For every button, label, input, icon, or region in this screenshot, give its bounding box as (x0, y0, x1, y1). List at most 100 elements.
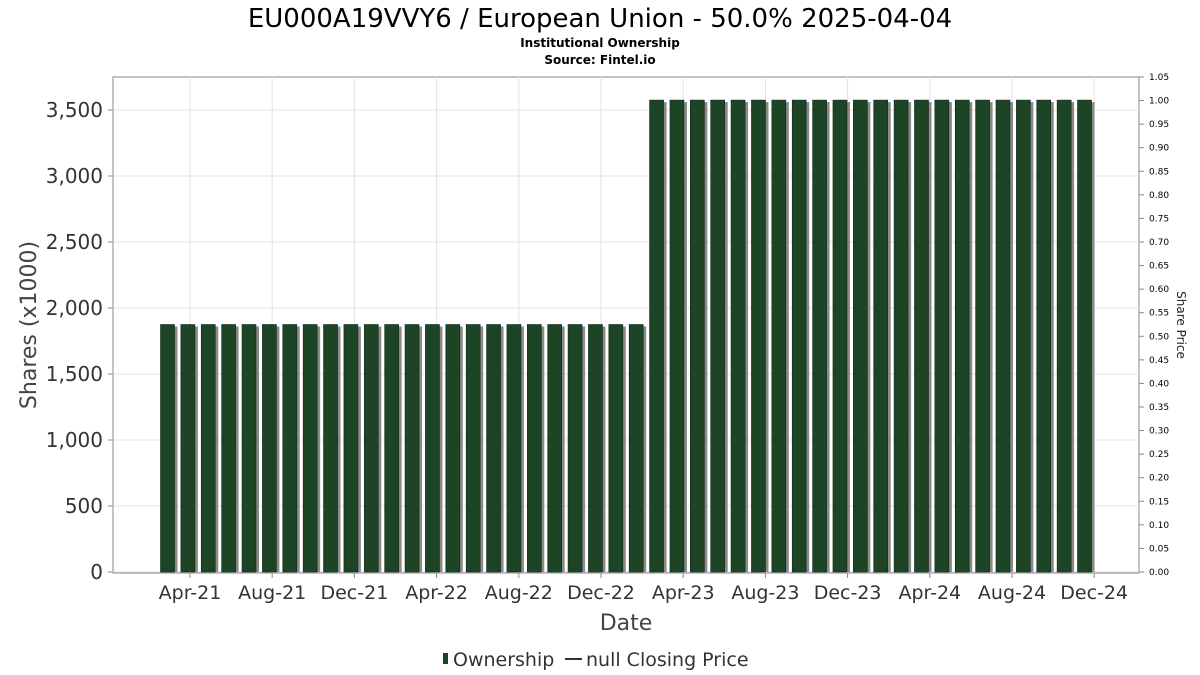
y2-tick-label: 0.45 (1149, 356, 1169, 366)
y2-axis-label: Share Price (1174, 291, 1188, 359)
bar (384, 324, 399, 573)
legend-price-label: null Closing Price (586, 649, 749, 671)
bar (547, 324, 562, 573)
y-tick-label: 1,500 (46, 362, 103, 386)
bar (567, 324, 583, 573)
x-tick-label: Aug-21 (238, 582, 306, 604)
legend-ownership-label: Ownership (453, 649, 554, 671)
x-axis-label: Date (600, 611, 653, 636)
bar (893, 99, 909, 573)
bar (1036, 99, 1052, 573)
bar (262, 324, 277, 573)
y-tick-label: 3,000 (46, 164, 103, 188)
bar (934, 99, 950, 573)
bar (1056, 99, 1072, 573)
y2-tick-label: 0.80 (1149, 191, 1169, 201)
bar (751, 99, 766, 573)
legend: Ownership null Closing Price (443, 649, 749, 671)
chart-title: EU000A19VVY6 / European Union - 50.0% 20… (248, 4, 952, 34)
x-tick-label: Dec-23 (814, 582, 882, 604)
bar (853, 99, 868, 573)
chart-subtitle-1: Institutional Ownership (520, 36, 680, 50)
bar (995, 99, 1011, 573)
y2-tick-label: 0.50 (1149, 332, 1169, 342)
bar (873, 99, 889, 573)
y2-tick-label: 0.15 (1149, 497, 1169, 507)
y2-tick-label: 1.00 (1149, 97, 1169, 107)
bar (608, 324, 624, 573)
y-axis-label: Shares (x1000) (17, 241, 42, 409)
y2-tick-label: 0.85 (1149, 167, 1169, 177)
y-tick-label: 3,500 (46, 98, 103, 122)
bar (282, 324, 298, 573)
bar (445, 324, 461, 573)
y2-axis-ticks: 0.00 0.05 0.10 0.15 0.20 0.25 0.30 0.35 0.40 0.45… (1139, 73, 1169, 578)
bar (200, 324, 216, 573)
x-tick-label: Apr-21 (159, 582, 222, 604)
x-tick-label: Aug-22 (485, 582, 553, 604)
y2-tick-label: 0.75 (1149, 214, 1169, 224)
bar (791, 99, 807, 573)
bar (628, 324, 644, 573)
y2-tick-label: 0.70 (1149, 238, 1169, 248)
y-tick-label: 0 (90, 560, 103, 584)
bar-series (160, 99, 1095, 573)
bar (710, 99, 726, 573)
bar (302, 324, 318, 573)
y2-tick-label: 0.20 (1149, 474, 1169, 484)
bar (526, 324, 542, 573)
bar (241, 324, 257, 573)
x-tick-label: Dec-21 (320, 582, 388, 604)
bar (669, 99, 685, 573)
y2-tick-label: 0.30 (1149, 427, 1169, 437)
bar (771, 99, 787, 573)
bar (954, 99, 970, 573)
y2-tick-label: 0.55 (1149, 309, 1169, 319)
bar (486, 324, 501, 573)
bar (221, 324, 236, 573)
bar (465, 324, 481, 573)
y-tick-label: 500 (65, 494, 103, 518)
y-axis-ticks: 0 500 1,000 1,500 2,000 2,500 3,000 3,500 (46, 98, 113, 584)
y2-tick-label: 1.05 (1149, 73, 1169, 83)
bar (323, 324, 338, 573)
chart-subtitle-2: Source: Fintel.io (544, 53, 655, 67)
x-tick-label: Apr-22 (405, 582, 468, 604)
y2-tick-label: 0.25 (1149, 450, 1169, 460)
y-tick-label: 2,000 (46, 296, 103, 320)
y2-tick-label: 0.10 (1149, 521, 1169, 531)
y2-tick-label: 0.40 (1149, 379, 1169, 389)
bar (649, 99, 664, 573)
bar (404, 324, 420, 573)
x-tick-label: Aug-23 (731, 582, 799, 604)
bar (343, 324, 359, 573)
x-axis-ticks: Apr-21 Aug-21 Dec-21 Apr-22 Aug-22 Dec-22 Apr-… (159, 573, 1128, 604)
y2-tick-label: 0.35 (1149, 403, 1169, 413)
bar (180, 324, 196, 573)
y2-tick-label: 0.95 (1149, 120, 1169, 130)
y-tick-label: 1,000 (46, 428, 103, 452)
bar (1016, 99, 1031, 573)
bar (506, 324, 522, 573)
bar (812, 99, 827, 573)
y2-tick-label: 0.05 (1149, 544, 1169, 554)
y2-tick-label: 0.60 (1149, 285, 1169, 295)
x-tick-label: Aug-24 (978, 582, 1046, 604)
bar (1077, 99, 1092, 573)
x-tick-label: Apr-24 (898, 582, 961, 604)
x-tick-label: Dec-22 (567, 582, 635, 604)
bar (363, 324, 379, 573)
bar (160, 324, 175, 573)
bar (832, 99, 848, 573)
bar (914, 99, 929, 573)
bar (975, 99, 990, 573)
x-tick-label: Dec-24 (1060, 582, 1128, 604)
y2-tick-label: 0.90 (1149, 144, 1169, 154)
y2-tick-label: 0.65 (1149, 262, 1169, 272)
legend-ownership-swatch (443, 653, 448, 664)
bar (690, 99, 705, 573)
y-tick-label: 2,500 (46, 230, 103, 254)
bar (730, 99, 746, 573)
bar (425, 324, 440, 573)
